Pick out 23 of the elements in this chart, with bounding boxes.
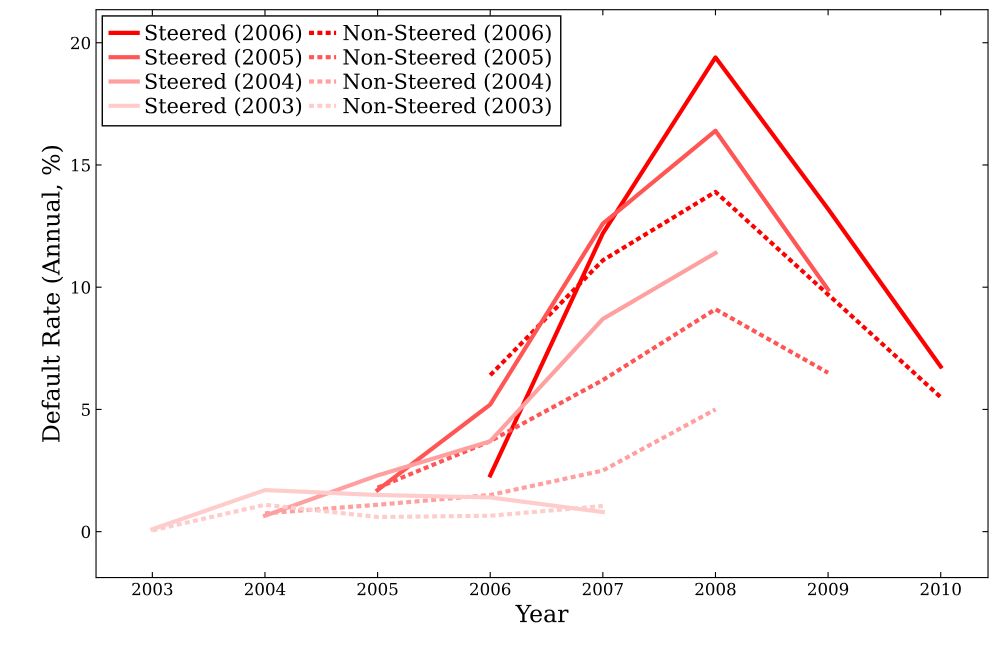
legend-label: Non-Steered (2004) [343, 72, 551, 92]
y-tick-label: 0 [82, 526, 90, 538]
x-tick-label: 2005 [358, 582, 398, 596]
legend-label: Non-Steered (2005) [343, 48, 551, 68]
legend-label: Steered (2004) [146, 72, 302, 92]
y-tick-label: 10 [72, 281, 90, 294]
legend-label: Non-Steered (2003) [343, 97, 551, 116]
y-axis-title: Default Rate (Annual, %) [42, 146, 64, 442]
x-tick-label: 2007 [582, 582, 623, 596]
x-tick-label: 2010 [920, 582, 961, 596]
x-tick-label: 2003 [132, 582, 172, 596]
legend-label: Steered (2006) [146, 24, 302, 44]
y-tick-label: 5 [82, 404, 90, 416]
legend-label: Steered (2005) [146, 48, 302, 68]
y-tick-label: 15 [72, 158, 90, 172]
legend-label: Non-Steered (2006) [343, 24, 551, 44]
x-tick-label: 2009 [808, 582, 848, 596]
y-tick-label: 20 [71, 36, 90, 50]
x-tick-label: 2004 [244, 582, 286, 596]
x-tick-label: 2008 [695, 582, 736, 596]
legend-label: Steered (2003) [146, 97, 302, 116]
x-tick-label: 2006 [470, 582, 510, 596]
x-axis-title: Year [515, 604, 568, 622]
